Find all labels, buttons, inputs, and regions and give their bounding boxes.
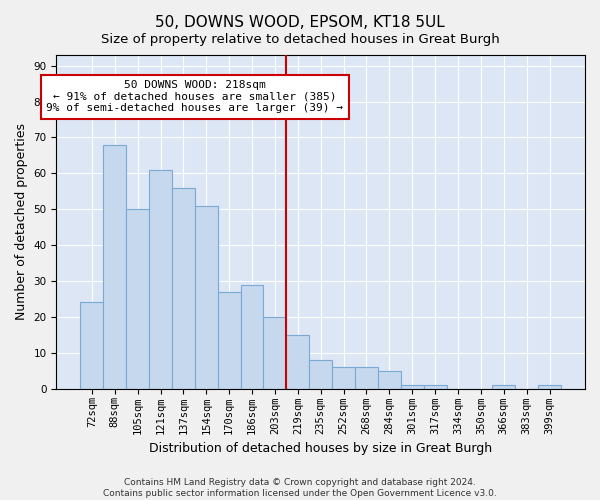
X-axis label: Distribution of detached houses by size in Great Burgh: Distribution of detached houses by size … [149, 442, 492, 455]
Bar [424, 385, 446, 388]
Bar [149, 170, 172, 388]
Bar [218, 292, 241, 388]
Text: Contains HM Land Registry data © Crown copyright and database right 2024.
Contai: Contains HM Land Registry data © Crown c… [103, 478, 497, 498]
Text: Size of property relative to detached houses in Great Burgh: Size of property relative to detached ho… [101, 32, 499, 46]
Text: 50 DOWNS WOOD: 218sqm
← 91% of detached houses are smaller (385)
9% of semi-deta: 50 DOWNS WOOD: 218sqm ← 91% of detached … [46, 80, 343, 114]
Bar [378, 370, 401, 388]
Bar [493, 385, 515, 388]
Bar [355, 367, 378, 388]
Bar [263, 317, 286, 388]
Bar [195, 206, 218, 388]
Bar [172, 188, 195, 388]
Bar [286, 334, 309, 388]
Bar [126, 209, 149, 388]
Bar [538, 385, 561, 388]
Text: 50, DOWNS WOOD, EPSOM, KT18 5UL: 50, DOWNS WOOD, EPSOM, KT18 5UL [155, 15, 445, 30]
Bar [241, 284, 263, 389]
Bar [309, 360, 332, 388]
Y-axis label: Number of detached properties: Number of detached properties [15, 124, 28, 320]
Bar [80, 302, 103, 388]
Bar [401, 385, 424, 388]
Bar [103, 144, 126, 388]
Bar [332, 367, 355, 388]
